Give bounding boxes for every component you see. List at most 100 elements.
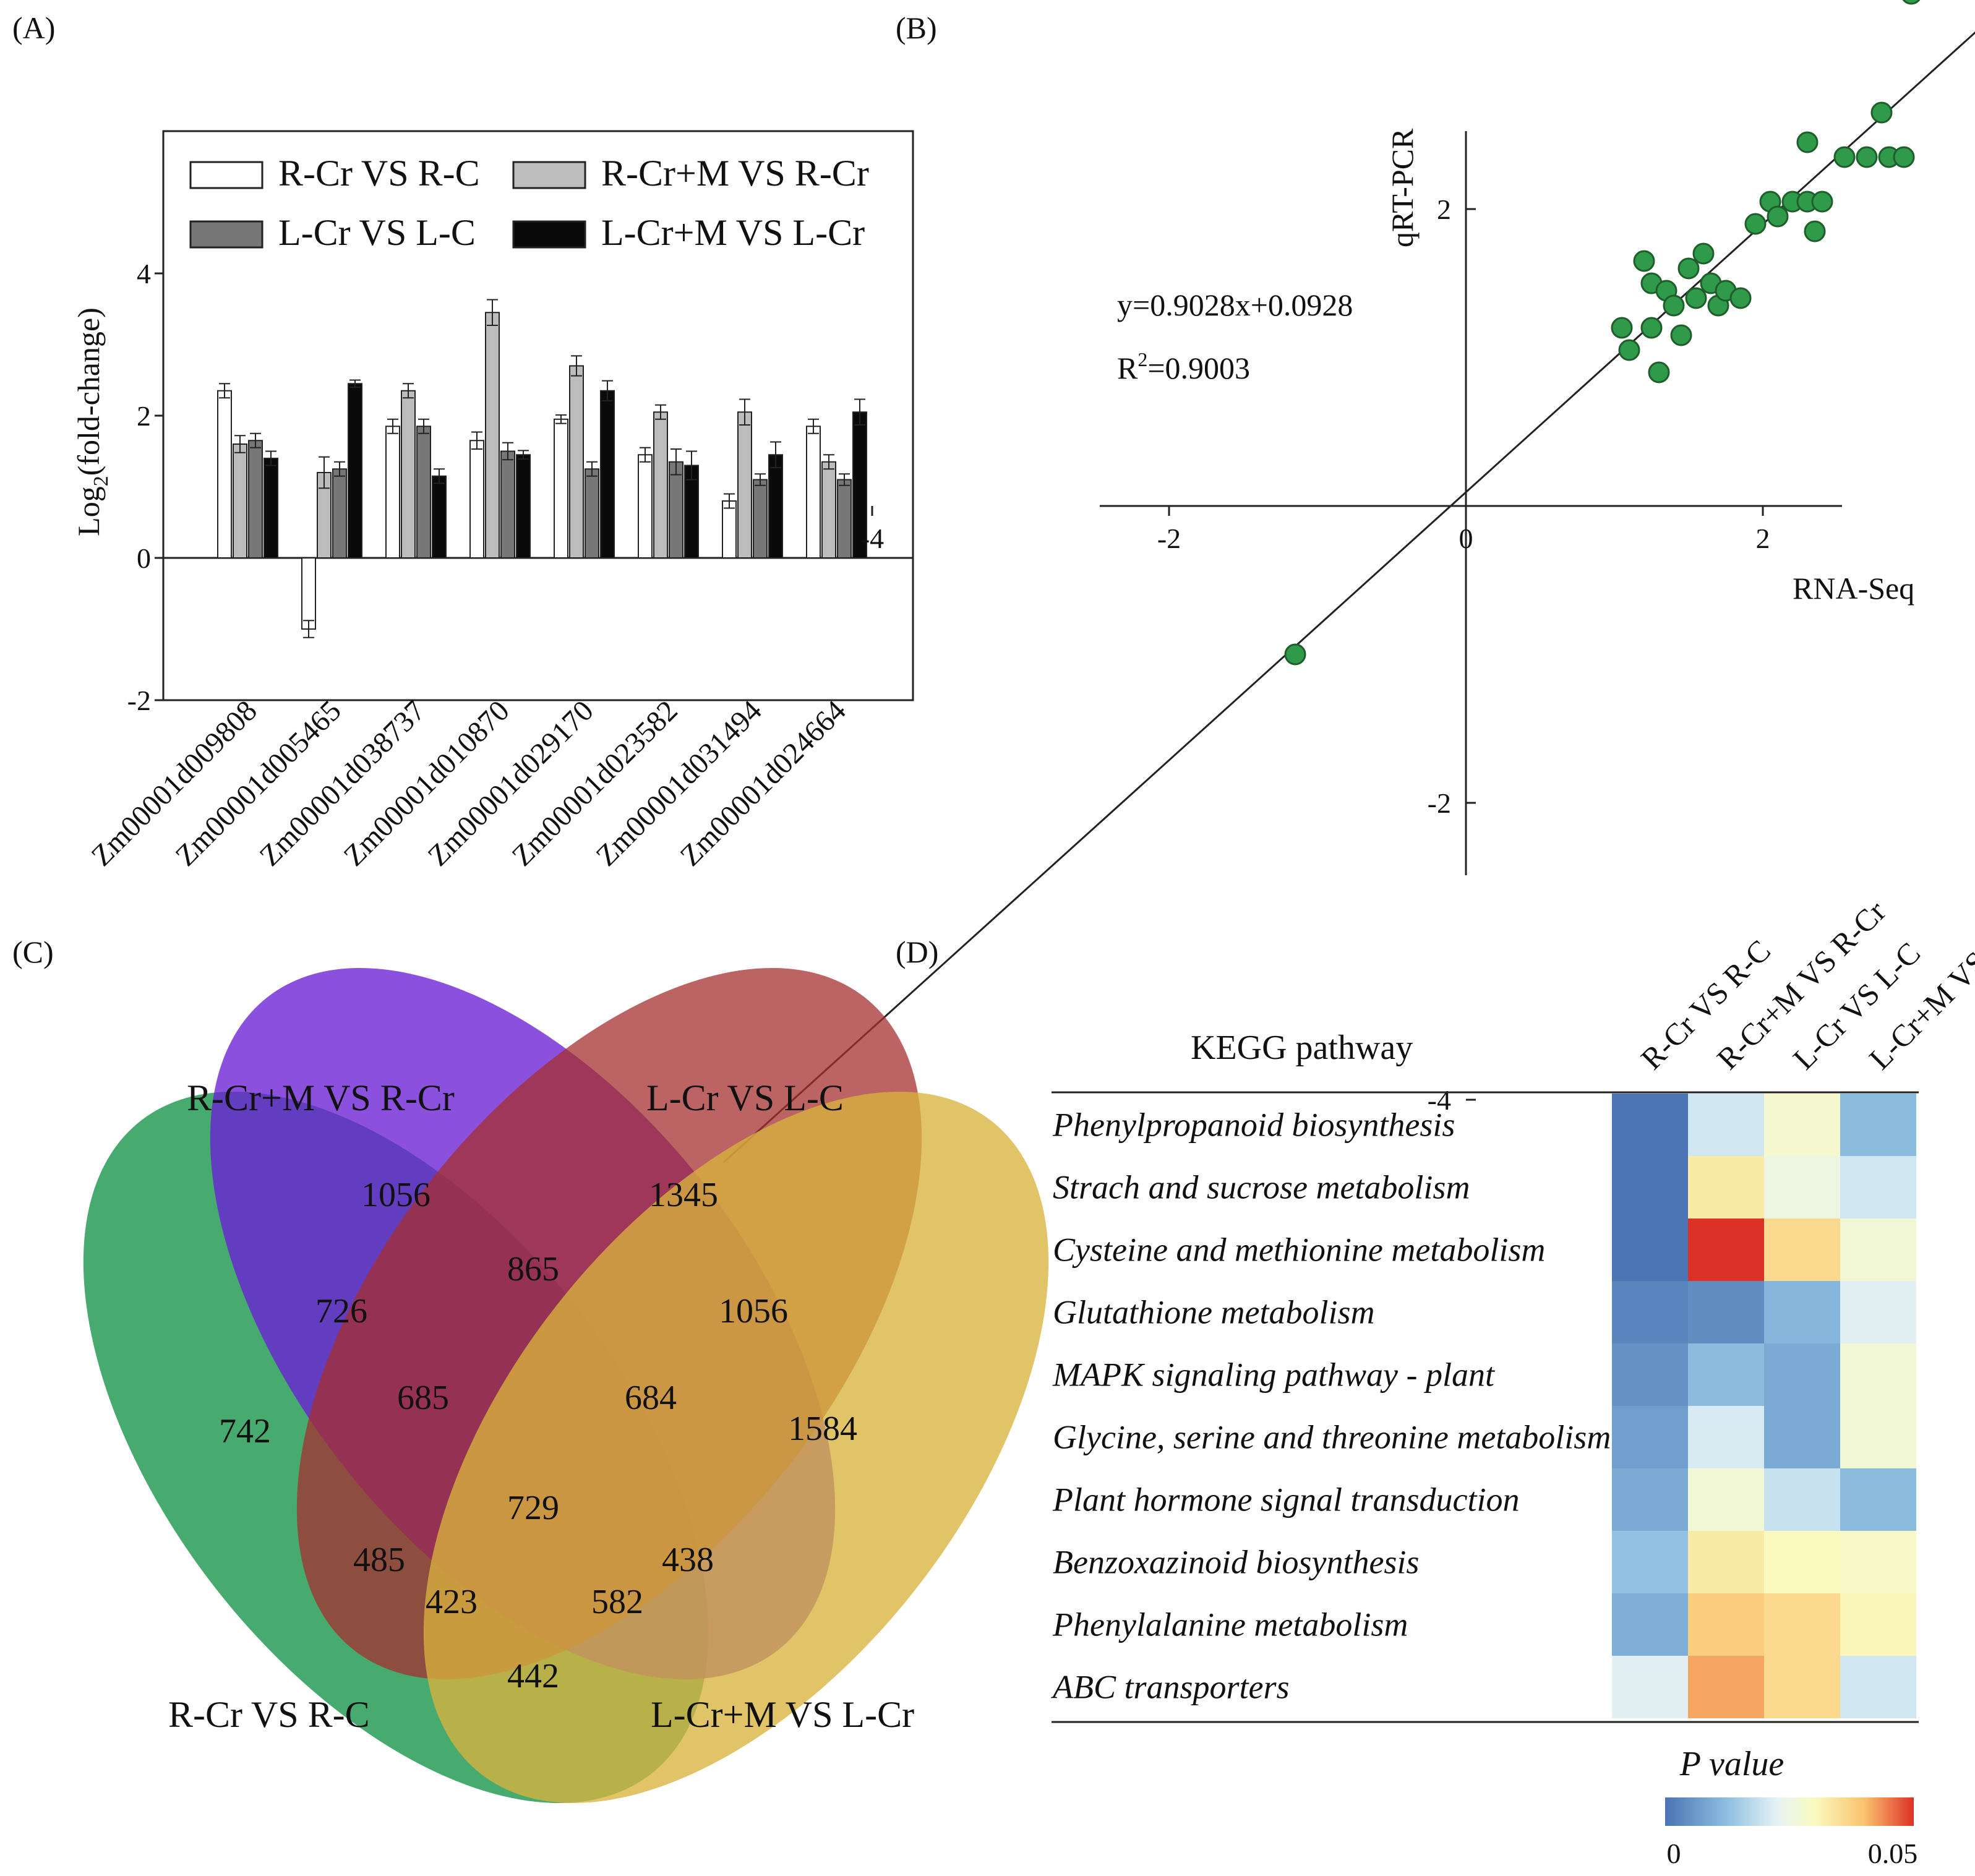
legend-label: L-Cr VS L-C	[278, 212, 476, 253]
heatmap-row-label: Phenylalanine metabolism	[1052, 1606, 1408, 1643]
bar	[263, 458, 278, 559]
heatmap-cell	[1612, 1406, 1688, 1468]
scatter-point	[1902, 0, 1921, 5]
heatmap-cell	[1612, 1094, 1688, 1156]
heatmap-cell	[1688, 1156, 1764, 1219]
panel-d-heatmap: KEGG pathway R-Cr VS R-CR-Cr+M VS R-CrL-…	[1051, 894, 1975, 1869]
scatter-equation: y=0.9028x+0.0928	[1117, 288, 1353, 322]
heatmap-cell	[1764, 1343, 1840, 1406]
heatmap-column-headers: R-Cr VS R-CR-Cr+M VS R-CrL-Cr VS L-CL-Cr…	[1634, 894, 1975, 1076]
y-title-log: Log	[71, 486, 106, 536]
scatter-points	[1284, 0, 1921, 666]
heatmap-cell	[1612, 1531, 1688, 1593]
legend-label: R-Cr VS R-C	[278, 153, 480, 194]
bar	[385, 426, 400, 559]
heatmap-cell	[1688, 1468, 1764, 1531]
y-tick-label: 0	[137, 542, 151, 574]
scatter-point	[1663, 294, 1685, 317]
heatmap-cell	[1840, 1593, 1916, 1656]
y-tick-label: 4	[137, 258, 151, 289]
scatter-point	[1618, 339, 1640, 361]
heatmap-cell	[1612, 1219, 1688, 1281]
heatmap-cell	[1840, 1343, 1916, 1406]
scatter-y-title: qRT-PCR	[1385, 128, 1420, 247]
heatmap-cell	[1688, 1094, 1764, 1156]
venn-count: 582	[591, 1583, 643, 1621]
heatmap-row-label: Glutathione metabolism	[1053, 1294, 1374, 1331]
bar	[416, 426, 431, 559]
heatmap-cell	[1764, 1656, 1840, 1718]
bar	[469, 440, 484, 559]
heatmap-cell	[1612, 1656, 1688, 1718]
scatter-point	[1692, 242, 1715, 265]
heatmap-row-label: Strach and sucrose metabolism	[1053, 1169, 1470, 1206]
heatmap-cell	[1840, 1156, 1916, 1219]
heatmap-row-label: Glycine, serine and threonine metabolism	[1053, 1419, 1611, 1456]
r2-value: =0.9003	[1147, 351, 1250, 385]
heatmap-cell	[1840, 1531, 1916, 1593]
bar-chart-x-tick-labels: Zm00001d009808Zm00001d005465Zm00001d0387…	[85, 694, 852, 872]
scatter-point	[1796, 131, 1819, 153]
venn-label-r-cr-vs-r-c: R-Cr VS R-C	[168, 1694, 370, 1735]
heatmap-cell	[1764, 1094, 1840, 1156]
bar	[500, 450, 515, 559]
heatmap-cell	[1764, 1219, 1840, 1281]
heatmap-cell	[1612, 1343, 1688, 1406]
scatter-point	[1744, 213, 1767, 235]
scatter-point	[1767, 205, 1789, 228]
venn-label-r-cr-m-vs-r-cr: R-Cr+M VS R-Cr	[187, 1077, 455, 1118]
venn-count: 423	[426, 1583, 478, 1621]
panel-c-venn-diagram: 1056 1345 865 726 1056 685 684 742 1584 729 485 438…	[83, 967, 1049, 1804]
venn-label-l-cr-vs-l-c: L-Cr VS L-C	[646, 1077, 844, 1118]
x-tick-label: -2	[1157, 523, 1181, 554]
heatmap-row-label: MAPK signaling pathway - plant	[1052, 1356, 1496, 1394]
bar	[806, 426, 821, 559]
panel-label-b: (B)	[896, 11, 937, 45]
r2-r: R	[1117, 351, 1138, 385]
venn-count: 742	[219, 1412, 271, 1450]
panel-label-c: (C)	[12, 935, 54, 969]
heatmap-cell	[1612, 1593, 1688, 1656]
color-scale-title: P value	[1679, 1745, 1784, 1783]
heatmap-row-labels: Phenylpropanoid biosynthesis Strach and s…	[1051, 1107, 1611, 1706]
color-scale-bar	[1665, 1797, 1914, 1826]
bar	[569, 365, 584, 559]
heatmap-cell	[1764, 1593, 1840, 1656]
scatter-point	[1685, 287, 1707, 309]
bar-chart-y-axis: -2 0 2 4	[127, 258, 913, 716]
heatmap-cell	[1840, 1094, 1916, 1156]
heatmap-row-label: Phenylpropanoid biosynthesis	[1052, 1107, 1455, 1144]
panel-a-bar-chart: -2 0 2 4 Zm00001d009808Zm00001d005465Zm0000…	[71, 130, 914, 873]
heatmap-row-header: KEGG pathway	[1191, 1029, 1413, 1067]
venn-count: 1584	[788, 1410, 857, 1448]
scatter-point	[1648, 361, 1670, 383]
bar	[233, 443, 247, 559]
heatmap-cell	[1840, 1656, 1916, 1718]
venn-count: 684	[625, 1379, 677, 1417]
color-scale-min: 0	[1667, 1838, 1681, 1869]
venn-label-l-cr-m-vs-l-cr: L-Cr+M VS L-Cr	[651, 1694, 914, 1735]
scatter-point	[1833, 146, 1856, 168]
bar	[554, 418, 568, 559]
venn-count: 485	[353, 1541, 405, 1579]
heatmap-cell	[1612, 1156, 1688, 1219]
legend-swatch	[189, 220, 263, 249]
heatmap-cell	[1840, 1219, 1916, 1281]
venn-count: 685	[397, 1379, 449, 1417]
heatmap-row-label: Benzoxazinoid biosynthesis	[1053, 1544, 1419, 1581]
heatmap-cell	[1840, 1406, 1916, 1468]
bar	[248, 440, 263, 559]
heatmap-cell	[1688, 1406, 1764, 1468]
heatmap-cell	[1764, 1406, 1840, 1468]
y-tick-label: -4	[1428, 1084, 1451, 1116]
y-tick-label: 2	[137, 400, 151, 432]
legend-swatch	[512, 220, 586, 249]
scatter-point	[1284, 643, 1306, 666]
legend-swatch	[189, 161, 263, 189]
venn-count: 1056	[361, 1176, 431, 1214]
y-tick-label: 2	[1437, 194, 1451, 225]
bar	[600, 390, 615, 559]
regression-line	[722, 31, 1975, 1163]
venn-count: 1056	[719, 1292, 788, 1330]
